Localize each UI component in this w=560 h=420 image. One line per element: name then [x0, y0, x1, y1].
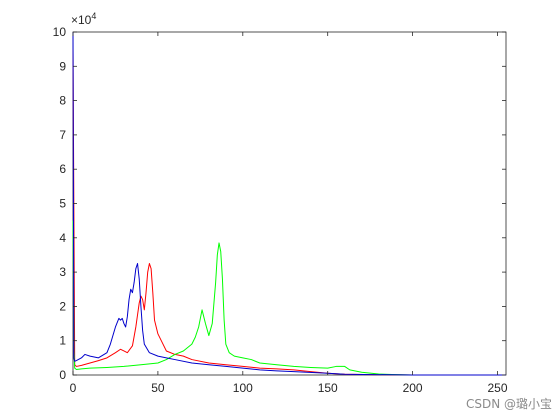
y-tick-label: 0 — [59, 368, 66, 382]
y-tick-label: 3 — [59, 265, 66, 279]
x-tick-label: 250 — [487, 381, 507, 395]
y-exponent-base: ×10 — [71, 13, 92, 27]
x-tick-label: 200 — [403, 381, 423, 395]
y-tick-label: 7 — [59, 128, 66, 142]
watermark: CSDN @璐小宝 — [465, 397, 552, 411]
y-tick-label: 8 — [59, 94, 66, 108]
y-exponent-power: 4 — [91, 11, 96, 21]
plot-frame — [72, 31, 507, 376]
x-tick-label: 0 — [70, 381, 77, 395]
y-exponent-label: ×104 — [71, 11, 96, 27]
x-tick-label: 50 — [151, 381, 165, 395]
x-tick-label: 100 — [233, 381, 253, 395]
y-tick-label: 10 — [53, 25, 67, 39]
y-tick-label: 6 — [59, 162, 66, 176]
y-tick-label: 1 — [59, 334, 66, 348]
y-tick-label: 9 — [59, 59, 66, 73]
y-tick-label: 5 — [59, 197, 66, 211]
series-line-0 — [72, 49, 506, 376]
y-tick-label: 4 — [59, 231, 66, 245]
y-axis: 0 1 2 3 4 5 6 7 8 9 10 — [53, 25, 506, 382]
series-line-1 — [72, 220, 506, 376]
x-axis: 0 50 100 150 200 250 — [70, 32, 508, 395]
series-layer — [72, 31, 506, 376]
x-tick-label: 150 — [318, 381, 338, 395]
series-line-2 — [72, 31, 506, 376]
y-tick-label: 2 — [59, 299, 66, 313]
plot-area-box — [72, 31, 507, 376]
